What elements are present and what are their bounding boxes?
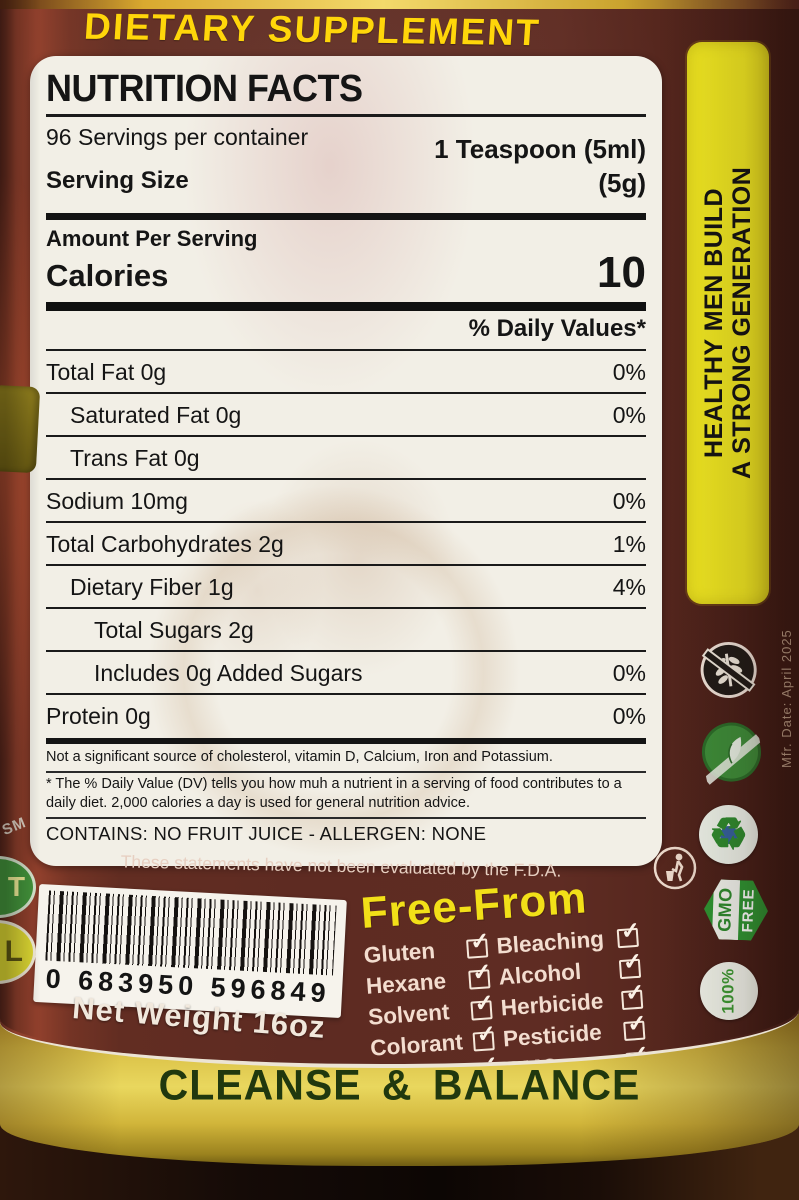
checkbox-checked-icon: ✓: [616, 916, 641, 948]
bottom-band-slogan: CLEANSE & BALANCE: [158, 1060, 641, 1110]
left-edge-green-circle-fragment: T: [0, 856, 36, 918]
table-row: Total Fat 0g 0%: [46, 348, 646, 394]
serving-size-volume: 1 Teaspoon (5ml): [434, 134, 646, 164]
daily-values-header: % Daily Values*: [468, 314, 646, 342]
list-item: Chemical: [372, 1060, 477, 1064]
check-icon: ✓: [622, 947, 644, 975]
checkbox-checked-icon: ✓: [472, 1019, 497, 1052]
gmo-label: GMO: [712, 879, 740, 940]
list-item: Solvent: [367, 999, 451, 1030]
check-icon: ✓: [624, 978, 646, 1006]
footnote-daily-value: * The % Daily Value (DV) tells you how m…: [46, 775, 646, 820]
recycle-globe-badge: ♻: [699, 805, 758, 864]
slogan-line-1: HEALTHY MEN BUILD: [699, 187, 728, 459]
check-icon: ✓: [619, 916, 641, 944]
calories-row: Calories 10: [46, 248, 646, 297]
serving-size-label: Serving Size: [46, 167, 189, 194]
gmo-free-badge: GMO FREE: [703, 879, 769, 941]
hundred-percent-natural-badge: 100%: [700, 962, 758, 1020]
nutrient-table: Total Fat 0g 0% Saturated Fat 0g 0% Tran…: [46, 348, 646, 736]
divider: [46, 301, 646, 311]
checkbox-checked-icon: ✓: [470, 989, 495, 1021]
mfr-date-text: Mfr. Date: April 2025: [779, 629, 794, 768]
list-item: Bleaching: [495, 926, 605, 959]
check-icon: ✓: [626, 1008, 648, 1037]
calories-value: 10: [597, 248, 646, 297]
tidy-man-disposal-icon: [652, 845, 698, 896]
contains-statement: CONTAINS: NO FRUIT JUICE - ALLERGEN: NON…: [46, 823, 487, 845]
list-item: Pesticide: [502, 1019, 603, 1052]
checkbox-checked-icon: ✓: [466, 927, 490, 959]
vertical-slogan-banner: HEALTHY MEN BUILD A STRONG GENERATION: [687, 42, 769, 604]
recycle-icon: ♻: [708, 809, 749, 859]
nutrition-facts-title: NUTRITION FACTS: [46, 66, 363, 110]
check-icon: ✓: [473, 988, 495, 1016]
list-item: Alcohol: [497, 958, 582, 990]
top-gold-strip: [0, 0, 799, 9]
green-leaf-seal-badge: [696, 716, 768, 792]
slogan-line-2: A STRONG GENERATION: [727, 166, 756, 480]
list-item: Hexane: [365, 968, 447, 999]
globe-icon: [719, 825, 738, 844]
checkbox-checked-icon: ✓: [618, 947, 643, 979]
left-edge-olive-fragment: [0, 384, 41, 474]
list-item: Gluten: [363, 938, 436, 968]
calories-label: Calories: [46, 257, 169, 293]
table-row: Dietary Fiber 1g 4%: [46, 566, 646, 609]
serving-size-value: 1 Teaspoon (5ml) (5g): [434, 133, 646, 201]
checkbox-checked-icon: ✓: [468, 958, 492, 990]
divider: [46, 114, 646, 117]
serving-info: 96 Servings per container Serving Size 1…: [46, 121, 646, 205]
check-icon: ✓: [469, 926, 491, 954]
free-from-section: Free-From Gluten ✓ Bleaching ✓ Hexane ✓ …: [359, 867, 685, 1068]
left-edge-yellow-circle-fragment: L: [0, 920, 36, 984]
table-row: Trans Fat 0g: [46, 437, 646, 480]
gmo-free-hexagon: GMO FREE: [703, 879, 769, 941]
checkbox-checked-icon: ✓: [623, 1009, 647, 1041]
label-front: DIETARY SUPPLEMENT NUTRITION FACTS 96 Se…: [0, 0, 799, 1068]
table-row: Sodium 10mg 0%: [46, 480, 646, 523]
nutrition-facts-panel: NUTRITION FACTS 96 Servings per containe…: [30, 56, 662, 866]
serving-size-weight: (5g): [598, 167, 646, 198]
check-icon: ✓: [477, 1050, 499, 1068]
gluten-free-crossed-grain-badge: [696, 637, 762, 707]
divider: [46, 737, 646, 744]
table-row: Total Carbohydrates 2g 1%: [46, 523, 646, 566]
list-item: Colorant: [369, 1029, 464, 1061]
free-label: FREE: [739, 888, 758, 933]
divider: [46, 213, 646, 220]
footnote-source: Not a significant source of cholesterol,…: [46, 748, 646, 773]
free-from-list: Gluten ✓ Bleaching ✓ Hexane ✓ Alcohol ✓ …: [363, 916, 685, 1068]
table-row: Saturated Fat 0g 0%: [46, 394, 646, 437]
checkbox-checked-icon: ✓: [620, 978, 645, 1010]
dietary-supplement-heading: DIETARY SUPPLEMENT: [82, 5, 542, 54]
check-icon: ✓: [628, 1039, 650, 1068]
table-row: Total Sugars 2g: [46, 609, 646, 652]
left-edge-fragment-sm: SM: [0, 814, 29, 839]
table-row: Includes 0g Added Sugars 0%: [46, 652, 646, 695]
check-icon: ✓: [475, 1019, 497, 1047]
check-icon: ✓: [471, 957, 493, 985]
amount-per-serving-label: Amount Per Serving: [46, 226, 258, 251]
list-item: Herbicide: [500, 988, 605, 1021]
servings-per-container: 96 Servings per container: [46, 124, 309, 150]
table-row: Protein 0g 0%: [46, 702, 646, 729]
